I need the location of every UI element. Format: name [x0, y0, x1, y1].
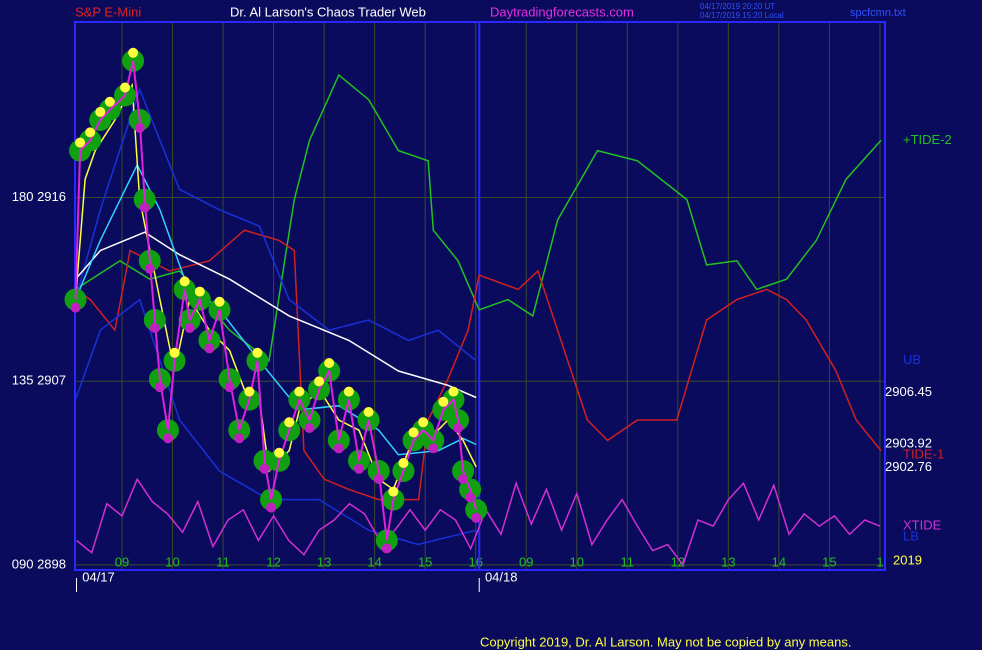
timestamp: 04/17/2019 15:20 Local — [700, 11, 784, 20]
date-label: 04/18 — [485, 569, 518, 584]
x-tick-label: 14 — [367, 554, 381, 569]
price-dot — [314, 376, 325, 387]
price-dot — [453, 422, 464, 433]
timestamp: 04/17/2019 20:20 UT — [700, 2, 775, 11]
x-tick-label: 09 — [115, 554, 129, 569]
price-dot — [139, 202, 150, 213]
y-tick-label: 135 2907 — [12, 373, 66, 388]
chart-title: Dr. Al Larson's Chaos Trader Web — [230, 4, 426, 19]
price-dot — [104, 96, 115, 107]
x-tick-label: 11 — [621, 554, 635, 569]
price-dot — [304, 422, 315, 433]
price-dot — [85, 127, 96, 138]
site: Daytradingforecasts.com — [490, 4, 634, 19]
price-dot — [428, 443, 439, 454]
price-dot — [234, 433, 245, 444]
series-line — [74, 231, 477, 399]
x-tick-label: 16 — [468, 554, 482, 569]
price-dot — [224, 382, 235, 393]
price-dot — [324, 358, 335, 369]
series-line — [75, 73, 882, 363]
price-dot — [266, 502, 277, 513]
x-tick-label: 09 — [519, 554, 533, 569]
x-tick-label: 12 — [266, 554, 280, 569]
price-dot — [120, 82, 131, 93]
series-line — [75, 229, 882, 501]
series-line — [74, 60, 478, 541]
price-dot — [128, 47, 139, 58]
file-name: spcfcmn.txt — [850, 7, 906, 19]
series-label: +TIDE-2 — [903, 132, 952, 147]
price-dot — [388, 486, 399, 497]
x-tick-label: 12 — [671, 554, 685, 569]
instrument: S&P E-Mini — [75, 4, 141, 19]
price-dot — [149, 322, 160, 333]
price-dot — [373, 474, 384, 485]
price-dot — [353, 463, 364, 474]
price-dot — [194, 286, 205, 297]
series-label: XTIDE — [903, 518, 942, 533]
date-label: 04/17 — [82, 569, 115, 584]
price-dot — [169, 347, 180, 358]
price-dot — [184, 322, 195, 333]
price-dot — [438, 396, 449, 407]
price-dot — [343, 386, 354, 397]
price-dot — [381, 543, 392, 554]
series-label: UB — [903, 352, 921, 367]
x-tick-label: 15 — [418, 554, 432, 569]
price-dot — [408, 427, 419, 438]
price-dot — [244, 386, 255, 397]
y-tick-label: 180 2916 — [12, 189, 66, 204]
x-tick-label: 10 — [165, 554, 179, 569]
price-dot — [70, 302, 81, 313]
x-tick-label: 11 — [216, 554, 230, 569]
price-dot — [259, 463, 270, 474]
price-dot — [398, 458, 409, 469]
price-dot — [458, 474, 469, 485]
price-dot — [471, 512, 482, 523]
x-tick-label: 1 — [876, 554, 883, 569]
x-tick-label: 10 — [570, 554, 584, 569]
price-dot — [144, 263, 155, 274]
price-dot — [363, 406, 374, 417]
y-tick-label: 090 2898 — [12, 556, 66, 571]
price-dot — [333, 443, 344, 454]
price-dot — [448, 386, 459, 397]
series-label: 2903.92 — [885, 436, 932, 451]
price-dot — [204, 343, 215, 354]
year-label: 2019 — [893, 552, 922, 567]
price-dot — [284, 417, 295, 428]
x-tick-label: 13 — [317, 554, 331, 569]
series-label: TIDE-1 — [903, 447, 944, 462]
price-dot — [162, 433, 173, 444]
series-label: 2906.45 — [885, 384, 932, 399]
price-dot — [214, 296, 225, 307]
series-label: 2902.76 — [885, 459, 932, 474]
x-tick-label: 15 — [822, 554, 836, 569]
series-line — [74, 87, 477, 362]
copyright: Copyright 2019, Dr. Al Larson. May not b… — [480, 634, 851, 649]
price-dot — [95, 106, 106, 117]
price-dot — [179, 276, 190, 287]
series-line — [76, 477, 881, 567]
price-dot — [252, 347, 263, 358]
price-dot — [75, 137, 86, 148]
price-dot — [465, 492, 476, 503]
x-tick-label: 14 — [772, 554, 786, 569]
price-dot — [274, 447, 285, 458]
series-line — [74, 82, 477, 491]
price-dot — [154, 382, 165, 393]
price-dot — [418, 417, 429, 428]
price-dot — [294, 386, 305, 397]
x-tick-label: 13 — [721, 554, 735, 569]
price-dot — [134, 122, 145, 133]
series-label: LB — [903, 529, 919, 544]
